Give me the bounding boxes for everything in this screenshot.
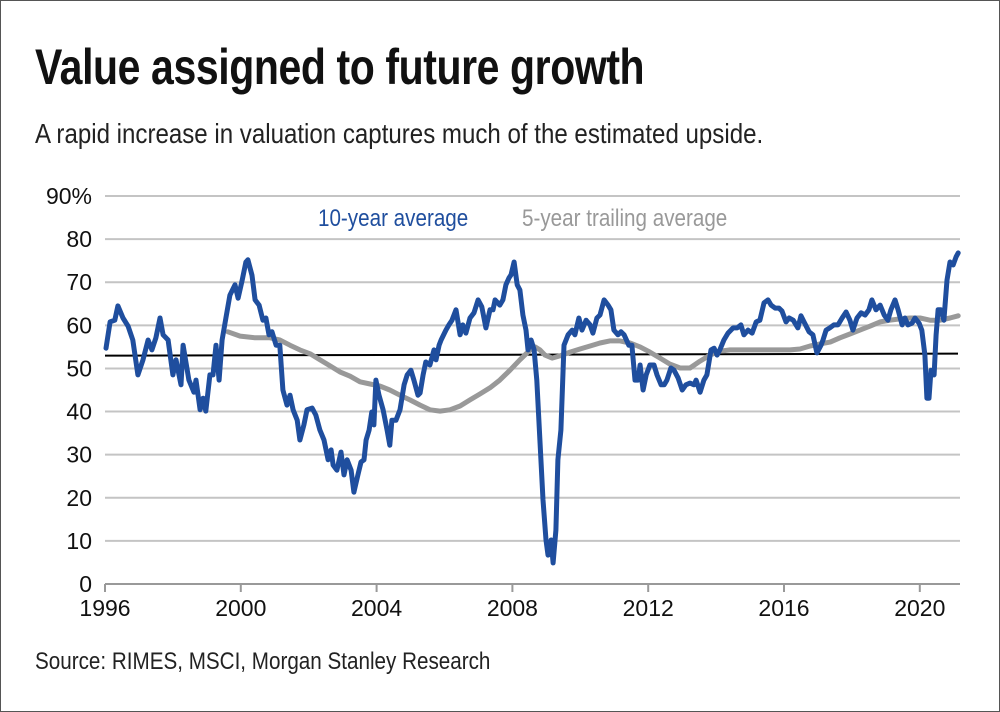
x-tick-label: 2008 [487, 595, 538, 621]
series-line-10-year-average [103, 250, 961, 566]
x-tick-label: 2016 [758, 595, 809, 621]
x-tick-label: 2000 [215, 595, 266, 621]
x-tick-label: 2012 [623, 595, 674, 621]
gridlines [105, 195, 960, 542]
y-tick-label: 50 [66, 355, 92, 381]
y-tick-label: 10 [66, 528, 92, 554]
chart-subtitle: A rapid increase in valuation captures m… [35, 118, 764, 149]
series-line-5-year-trailing-average [225, 313, 961, 414]
y-tick-label: 0 [79, 571, 92, 597]
y-tick-label: 20 [66, 485, 92, 511]
chart-title: Value assigned to future growth [35, 39, 645, 95]
x-tick-label: 2020 [894, 595, 945, 621]
x-tick-label: 2004 [351, 595, 402, 621]
x-axis: 1996 2000 2004 2008 2012 2016 2020 [79, 583, 960, 621]
legend-5-year-trailing-average: 5-year trailing average [522, 205, 727, 232]
y-tick-label: 40 [66, 399, 92, 425]
y-tick-label: 80 [66, 226, 92, 252]
x-tick-label: 1996 [79, 595, 130, 621]
legend-10-year-average: 10-year average [318, 205, 468, 232]
y-tick-label: 60 [66, 312, 92, 338]
y-tick-label: 90% [46, 183, 92, 209]
reference-line [104, 352, 959, 357]
y-axis: 0 10 20 30 40 50 60 70 80 90% [46, 183, 92, 597]
y-tick-label: 30 [66, 442, 92, 468]
y-tick-label: 70 [66, 269, 92, 295]
source-note: Source: RIMES, MSCI, Morgan Stanley Rese… [35, 648, 491, 675]
series-lines [103, 250, 961, 566]
